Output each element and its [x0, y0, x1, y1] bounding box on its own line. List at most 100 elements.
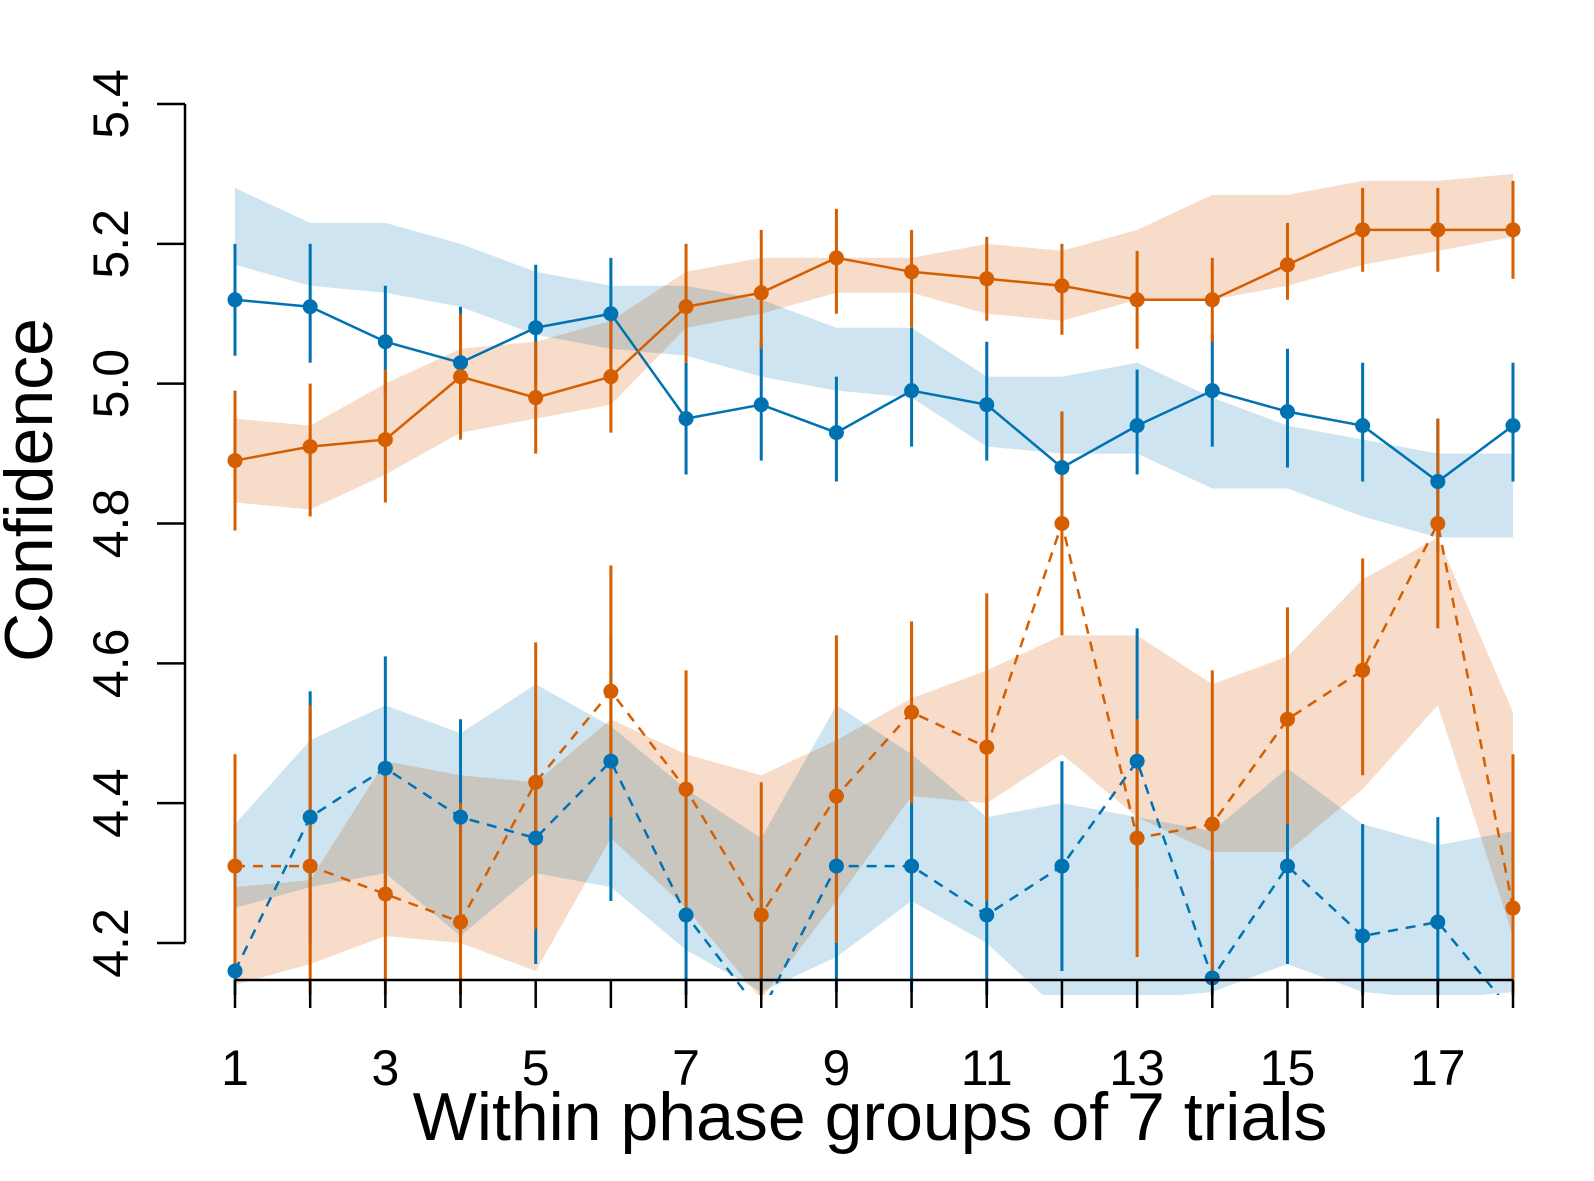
point-series-3-x-2: [302, 809, 318, 825]
point-series-2-x-12: [1054, 278, 1070, 294]
series-points: [227, 222, 1521, 986]
x-tick-label-13: 13: [1109, 1040, 1165, 1096]
point-series-2-x-4: [453, 369, 469, 385]
point-series-4-x-15: [1279, 711, 1295, 727]
x-tick-label-7: 7: [672, 1040, 700, 1096]
y-tick-label-5.4: 5.4: [83, 69, 139, 139]
point-series-1-x-16: [1355, 418, 1371, 434]
point-series-3-x-6: [603, 753, 619, 769]
point-series-3-x-12: [1054, 858, 1070, 874]
point-series-2-x-11: [979, 271, 995, 287]
point-series-4-x-5: [528, 774, 544, 790]
point-series-4-x-4: [453, 914, 469, 930]
point-series-3-x-11: [979, 907, 995, 923]
point-series-4-x-2: [302, 858, 318, 874]
point-series-3-x-7: [678, 907, 694, 923]
point-series-1-x-7: [678, 411, 694, 427]
point-series-1-x-11: [979, 397, 995, 413]
line-series-2: [234, 228, 1513, 462]
point-series-1-x-2: [302, 299, 318, 315]
point-series-1-x-5: [528, 320, 544, 336]
x-tick-label-9: 9: [823, 1040, 851, 1096]
point-series-1-x-4: [453, 355, 469, 371]
point-series-3-x-4: [453, 809, 469, 825]
point-series-3-x-16: [1355, 928, 1371, 944]
y-axis-label: Confidence: [0, 318, 67, 662]
line-series-3: [233, 758, 1500, 995]
point-series-4-x-9: [828, 788, 844, 804]
point-series-4-x-14: [1204, 816, 1220, 832]
y-tick-label-4.2: 4.2: [83, 908, 139, 978]
point-series-4-x-6: [603, 683, 619, 699]
point-series-2-x-8: [753, 285, 769, 301]
x-tick-label-3: 3: [371, 1040, 399, 1096]
x-tick-label-15: 15: [1260, 1040, 1316, 1096]
point-series-2-x-13: [1129, 292, 1145, 308]
point-series-1-x-6: [603, 306, 619, 322]
point-series-4-x-7: [678, 781, 694, 797]
y-tick-label-4.8: 4.8: [83, 489, 139, 559]
y-tick-label-4.6: 4.6: [83, 629, 139, 699]
y-tick-label-5.2: 5.2: [83, 209, 139, 279]
band-series-1: [235, 187, 1513, 538]
x-tick-label-17: 17: [1410, 1040, 1466, 1096]
point-series-1-x-14: [1204, 383, 1220, 399]
point-series-3-x-1: [227, 963, 243, 979]
point-series-1-x-8: [753, 397, 769, 413]
point-series-4-x-17: [1430, 516, 1446, 531]
confidence-bands: [235, 173, 1513, 995]
point-series-4-x-16: [1355, 662, 1371, 678]
point-series-4-x-3: [377, 886, 393, 902]
point-series-3-x-13: [1129, 753, 1145, 769]
point-series-1-x-10: [904, 383, 920, 399]
x-tick-label-11: 11: [961, 1040, 1013, 1096]
point-series-1-x-1: [227, 292, 243, 308]
point-series-3-x-10: [904, 858, 920, 874]
point-series-4-x-1: [227, 858, 243, 874]
point-series-4-x-11: [979, 739, 995, 755]
point-series-1-x-12: [1054, 460, 1070, 476]
point-series-2-x-6: [603, 369, 619, 385]
x-axis-label: Within phase groups of 7 trials: [413, 1079, 1328, 1155]
point-series-2-x-15: [1279, 257, 1295, 273]
line-series-1: [234, 298, 1514, 484]
point-series-1-x-9: [828, 425, 844, 441]
point-series-2-x-9: [828, 250, 844, 266]
point-series-2-x-5: [528, 390, 544, 406]
point-series-1-x-18: [1505, 418, 1521, 434]
point-series-3-x-3: [377, 760, 393, 776]
y-tick-label-5.0: 5.0: [83, 349, 139, 419]
point-series-4-x-13: [1129, 830, 1145, 846]
point-series-3-x-9: [828, 858, 844, 874]
x-tick-label-5: 5: [522, 1040, 550, 1096]
point-series-2-x-16: [1355, 222, 1371, 238]
band-series-2: [235, 173, 1513, 510]
y-tick-label-4.4: 4.4: [83, 768, 139, 838]
point-series-4-x-12: [1054, 516, 1070, 531]
point-series-2-x-1: [227, 453, 243, 469]
point-series-2-x-17: [1430, 222, 1446, 238]
line-series-4: [235, 518, 1515, 924]
axes: 4.24.44.64.85.05.25.41 3 5 7 9 11 13 15 17: [83, 69, 1515, 1096]
point-series-2-x-10: [904, 264, 920, 280]
point-series-2-x-3: [377, 432, 393, 448]
point-series-2-x-7: [678, 299, 694, 315]
point-series-1-x-17: [1430, 474, 1446, 490]
point-series-1-x-3: [377, 334, 393, 350]
point-series-2-x-18: [1505, 222, 1521, 238]
point-series-4-x-18: [1505, 900, 1521, 916]
point-series-1-x-15: [1279, 404, 1295, 420]
point-series-2-x-14: [1204, 292, 1220, 308]
x-tick-label-1: 1: [221, 1040, 249, 1096]
band-series-4: [235, 537, 1513, 995]
point-series-3-x-15: [1279, 858, 1295, 874]
point-series-1-x-13: [1129, 418, 1145, 434]
series-lines: [233, 228, 1515, 995]
point-series-3-x-17: [1430, 914, 1446, 930]
point-series-4-x-10: [904, 704, 920, 720]
point-series-3-x-5: [528, 830, 544, 846]
point-series-3-x-14: [1204, 970, 1220, 986]
point-series-2-x-2: [302, 439, 318, 455]
point-series-4-x-8: [753, 907, 769, 923]
